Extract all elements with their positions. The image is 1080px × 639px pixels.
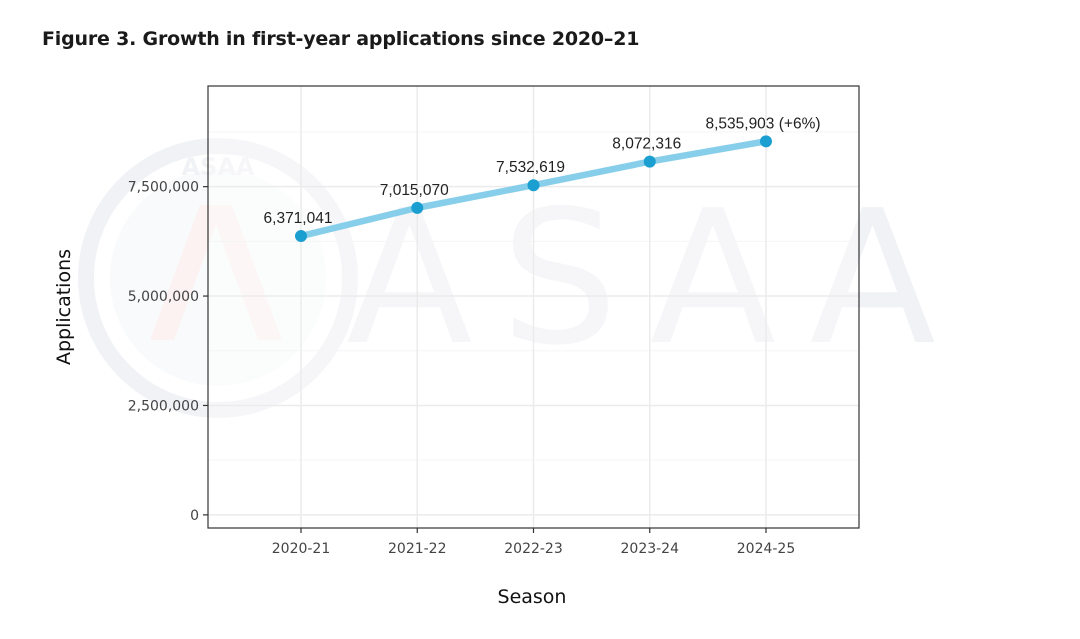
y-axis-title: Applications [53, 249, 75, 365]
data-label: 7,015,070 [380, 182, 449, 199]
figure-title: Figure 3. Growth in first-year applicati… [42, 28, 640, 50]
x-axis: 2020-21 2021-22 2022-23 2023-24 2024-25 [272, 528, 796, 557]
watermark-logo: ASAA ASAA [78, 138, 964, 418]
y-axis: 0 2,500,000 5,000,000 7,500,000 [128, 180, 208, 524]
data-point [643, 155, 656, 168]
data-point [760, 135, 772, 148]
data-point [411, 201, 424, 214]
y-tick-label: 5,000,000 [128, 289, 199, 305]
data-points [295, 135, 772, 243]
data-label: 7,532,619 [496, 159, 565, 176]
watermark-badge-glyph [150, 205, 282, 340]
data-point [527, 179, 540, 192]
data-point [295, 230, 307, 243]
x-tick-label: 2023-24 [621, 541, 680, 557]
x-tick-label: 2024-25 [737, 541, 796, 557]
data-label: 6,371,041 [264, 210, 333, 227]
x-tick-label: 2021-22 [388, 541, 447, 557]
y-tick-label: 7,500,000 [128, 180, 199, 196]
watermark-ring [78, 138, 358, 418]
data-label: 8,072,316 [612, 136, 681, 153]
watermark-badge-text: ASAA [181, 153, 254, 181]
data-label: 8,535,903 (+6%) [705, 115, 820, 132]
x-tick-label: 2022-23 [504, 541, 563, 557]
x-tick-label: 2020-21 [272, 541, 331, 557]
data-labels: 6,371,041 7,015,070 7,532,619 8,072,316 8,53… [264, 115, 821, 227]
watermark-text: ASAA [346, 170, 964, 386]
x-axis-title: Season [498, 586, 567, 608]
y-tick-label: 0 [190, 508, 199, 524]
y-tick-label: 2,500,000 [128, 398, 199, 414]
